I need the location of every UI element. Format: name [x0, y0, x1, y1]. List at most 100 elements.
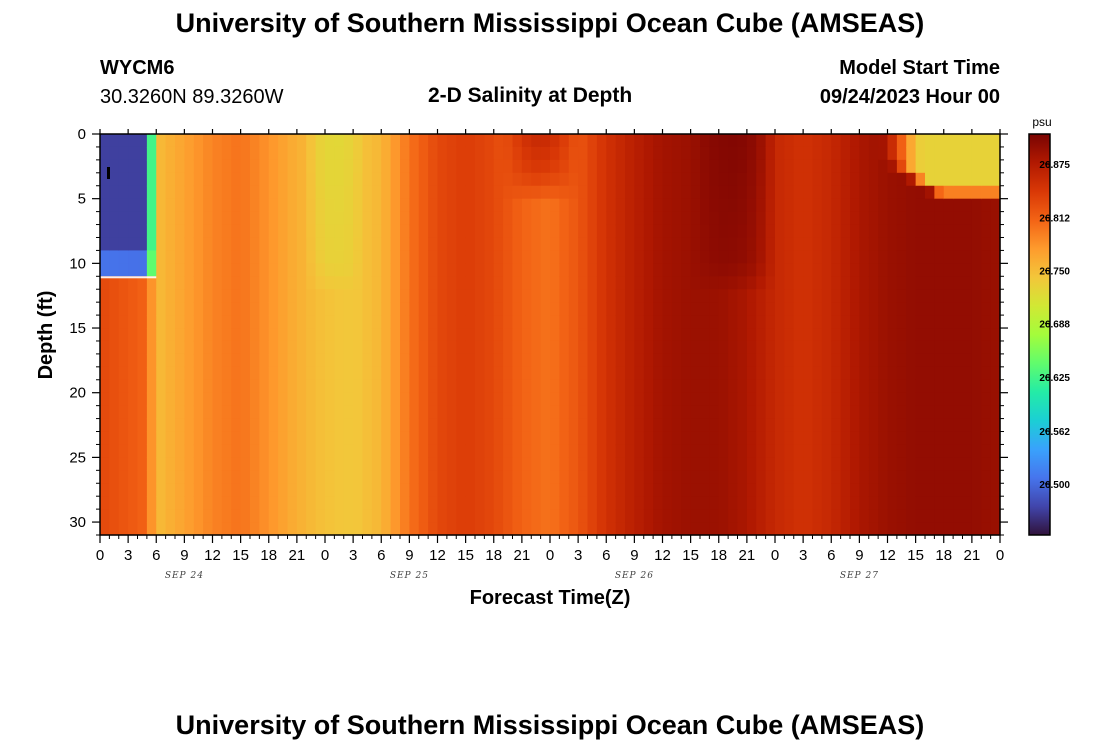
heatmap-cell	[175, 444, 185, 458]
heatmap-cell	[268, 172, 279, 187]
heatmap-cell	[268, 302, 279, 316]
heatmap-cell	[718, 263, 729, 277]
heatmap-cell	[550, 263, 560, 277]
heatmap-cell	[606, 470, 617, 484]
heatmap-cell	[671, 185, 682, 200]
heatmap-cell	[381, 237, 392, 252]
heatmap-cell	[221, 431, 232, 446]
heatmap-cell	[250, 392, 260, 407]
heatmap-cell	[850, 134, 860, 148]
heatmap-cell	[512, 340, 523, 355]
heatmap-cell	[718, 366, 729, 381]
heatmap-cell	[475, 263, 485, 277]
heatmap-cell	[212, 224, 223, 239]
heatmap-cell	[221, 237, 232, 252]
heatmap-cell	[521, 276, 532, 290]
heatmap-cell	[737, 134, 748, 148]
heatmap-cell	[503, 522, 514, 536]
heatmap-cell	[756, 444, 767, 458]
heatmap-cell	[625, 470, 635, 484]
heatmap-cell	[240, 457, 251, 471]
heatmap-cell	[109, 405, 120, 420]
heatmap-cell	[371, 418, 382, 433]
heatmap-cell	[850, 496, 860, 510]
heatmap-cell	[765, 483, 776, 497]
heatmap-cell	[943, 172, 954, 187]
heatmap-cell	[325, 198, 335, 213]
heatmap-cell	[475, 444, 485, 458]
heatmap-cell	[925, 340, 935, 355]
heatmap-cell	[925, 496, 935, 510]
heatmap-cell	[737, 263, 748, 277]
heatmap-cell	[287, 392, 298, 407]
heatmap-cell	[568, 340, 579, 355]
heatmap-cell	[765, 159, 776, 174]
heatmap-cell	[128, 185, 139, 200]
heatmap-cell	[859, 366, 870, 381]
heatmap-cell	[381, 444, 392, 458]
heatmap-cell	[184, 159, 195, 174]
heatmap-cell	[765, 263, 776, 277]
heatmap-cell	[990, 172, 1001, 187]
heatmap-cell	[896, 263, 907, 277]
heatmap-cell	[971, 315, 982, 329]
heatmap-cell	[400, 353, 410, 368]
heatmap-cell	[109, 496, 120, 510]
heatmap-cell	[503, 418, 514, 433]
heatmap-cell	[643, 405, 654, 420]
heatmap-cell	[915, 353, 926, 368]
heatmap-cell	[409, 340, 420, 355]
heatmap-cell	[100, 198, 110, 213]
heatmap-cell	[240, 353, 251, 368]
heatmap-cell	[615, 276, 626, 290]
heatmap-cell	[718, 496, 729, 510]
heatmap-cell	[840, 470, 851, 484]
heatmap-cell	[990, 185, 1001, 200]
heatmap-cell	[793, 444, 804, 458]
heatmap-cell	[446, 289, 457, 303]
heatmap-cell	[990, 276, 1001, 290]
heatmap-cell	[812, 224, 823, 239]
heatmap-cell	[653, 224, 664, 239]
heatmap-cell	[418, 224, 429, 239]
heatmap-cell	[278, 211, 289, 226]
heatmap-cell	[400, 418, 410, 433]
heatmap-cell	[193, 211, 204, 226]
y-tick-label: 15	[69, 320, 86, 337]
heatmap-cell	[634, 379, 645, 394]
heatmap-cell	[240, 340, 251, 355]
heatmap-cell	[840, 340, 851, 355]
heatmap-cell	[456, 263, 467, 277]
heatmap-cell	[400, 172, 410, 187]
heatmap-cell	[156, 366, 167, 381]
heatmap-cell	[887, 224, 898, 239]
heatmap-cell	[118, 328, 129, 342]
heatmap-cell	[521, 483, 532, 497]
heatmap-cell	[343, 379, 354, 394]
heatmap-cell	[971, 134, 982, 148]
heatmap-cells	[100, 134, 1001, 536]
heatmap-cell	[821, 483, 832, 497]
heatmap-cell	[578, 340, 589, 355]
heatmap-cell	[568, 379, 579, 394]
heatmap-cell	[718, 198, 729, 213]
heatmap-cell	[596, 315, 607, 329]
heatmap-cell	[146, 159, 157, 174]
heatmap-cell	[756, 405, 767, 420]
heatmap-cell	[390, 198, 401, 213]
heatmap-cell	[718, 224, 729, 239]
heatmap-cell	[193, 328, 204, 342]
heatmap-cell	[128, 457, 139, 471]
heatmap-cell	[728, 509, 739, 523]
heatmap-cell	[184, 172, 195, 187]
heatmap-cell	[203, 496, 214, 510]
heatmap-cell	[259, 379, 270, 394]
heatmap-cell	[765, 522, 776, 536]
heatmap-cell	[850, 146, 860, 161]
heatmap-cell	[718, 522, 729, 536]
heatmap-cell	[128, 366, 139, 381]
heatmap-cell	[690, 418, 701, 433]
heatmap-cell	[353, 134, 364, 148]
heatmap-cell	[559, 185, 570, 200]
heatmap-cell	[287, 172, 298, 187]
